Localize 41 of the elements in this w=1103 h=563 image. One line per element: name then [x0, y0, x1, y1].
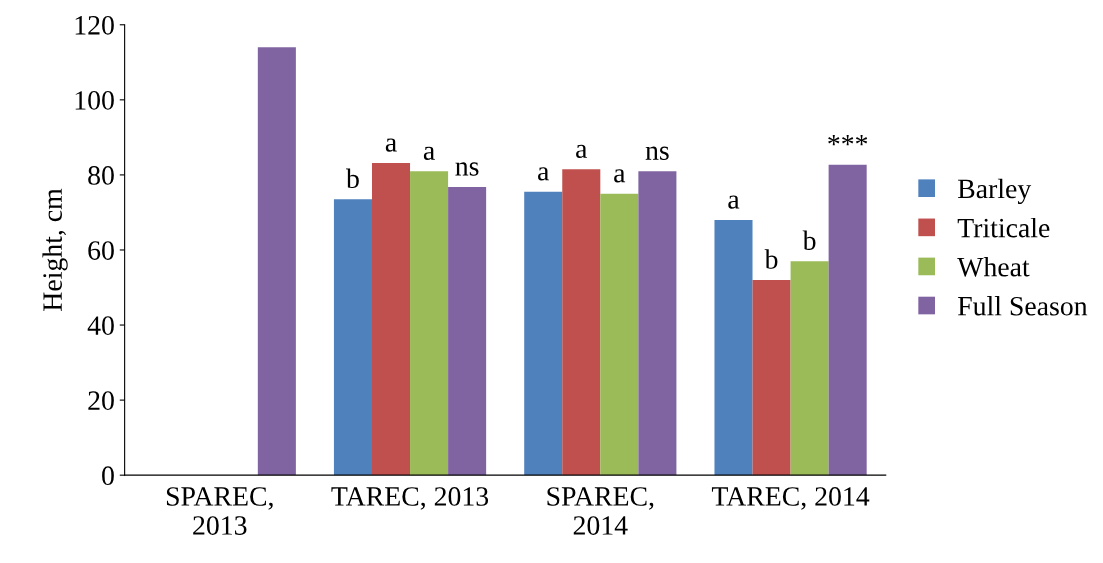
bar	[638, 171, 677, 476]
bar	[333, 199, 372, 476]
legend-label: Triticale	[957, 217, 1050, 238]
data-label: ns	[455, 162, 479, 176]
y-tick-label: 100	[75, 91, 114, 110]
data-label: ns	[645, 146, 669, 160]
y-tick-label: 20	[88, 391, 114, 411]
data-label: b	[802, 230, 816, 251]
bar	[257, 47, 296, 476]
bar	[524, 191, 563, 476]
x-tick-label: SPAREC, 2014	[547, 487, 654, 535]
bar	[790, 261, 829, 476]
y-tick-label: 0	[102, 466, 114, 486]
y-tick-label: 60	[88, 241, 114, 260]
data-label: a	[728, 195, 740, 209]
legend-label: Wheat	[957, 256, 1030, 277]
x-tick-label: SPAREC, 2013	[166, 487, 273, 535]
data-label: b	[764, 249, 778, 269]
data-label: a	[576, 144, 588, 159]
bar	[410, 171, 449, 476]
y-tick-label: 120	[75, 15, 114, 35]
data-label: a	[423, 146, 435, 160]
bar	[828, 164, 867, 476]
bar	[371, 162, 411, 476]
bar	[600, 193, 639, 476]
bar	[448, 186, 487, 476]
legend-label: Barley	[958, 178, 1032, 204]
x-tick-label: TAREC, 2014	[711, 487, 870, 510]
x-tick-label: TAREC, 2013	[331, 487, 489, 510]
data-label: a	[385, 138, 397, 152]
bar	[752, 280, 791, 476]
data-label: a	[614, 169, 626, 183]
y-tick-label: 80	[88, 166, 114, 185]
data-label: ***	[828, 135, 868, 146]
data-label: b	[346, 168, 359, 189]
data-label: a	[538, 167, 550, 181]
y-axis-title: Height, cm	[42, 188, 68, 311]
bar	[562, 169, 601, 476]
y-tick-label: 40	[87, 316, 114, 335]
bar	[714, 219, 753, 476]
legend-label: Full Season	[958, 296, 1088, 316]
